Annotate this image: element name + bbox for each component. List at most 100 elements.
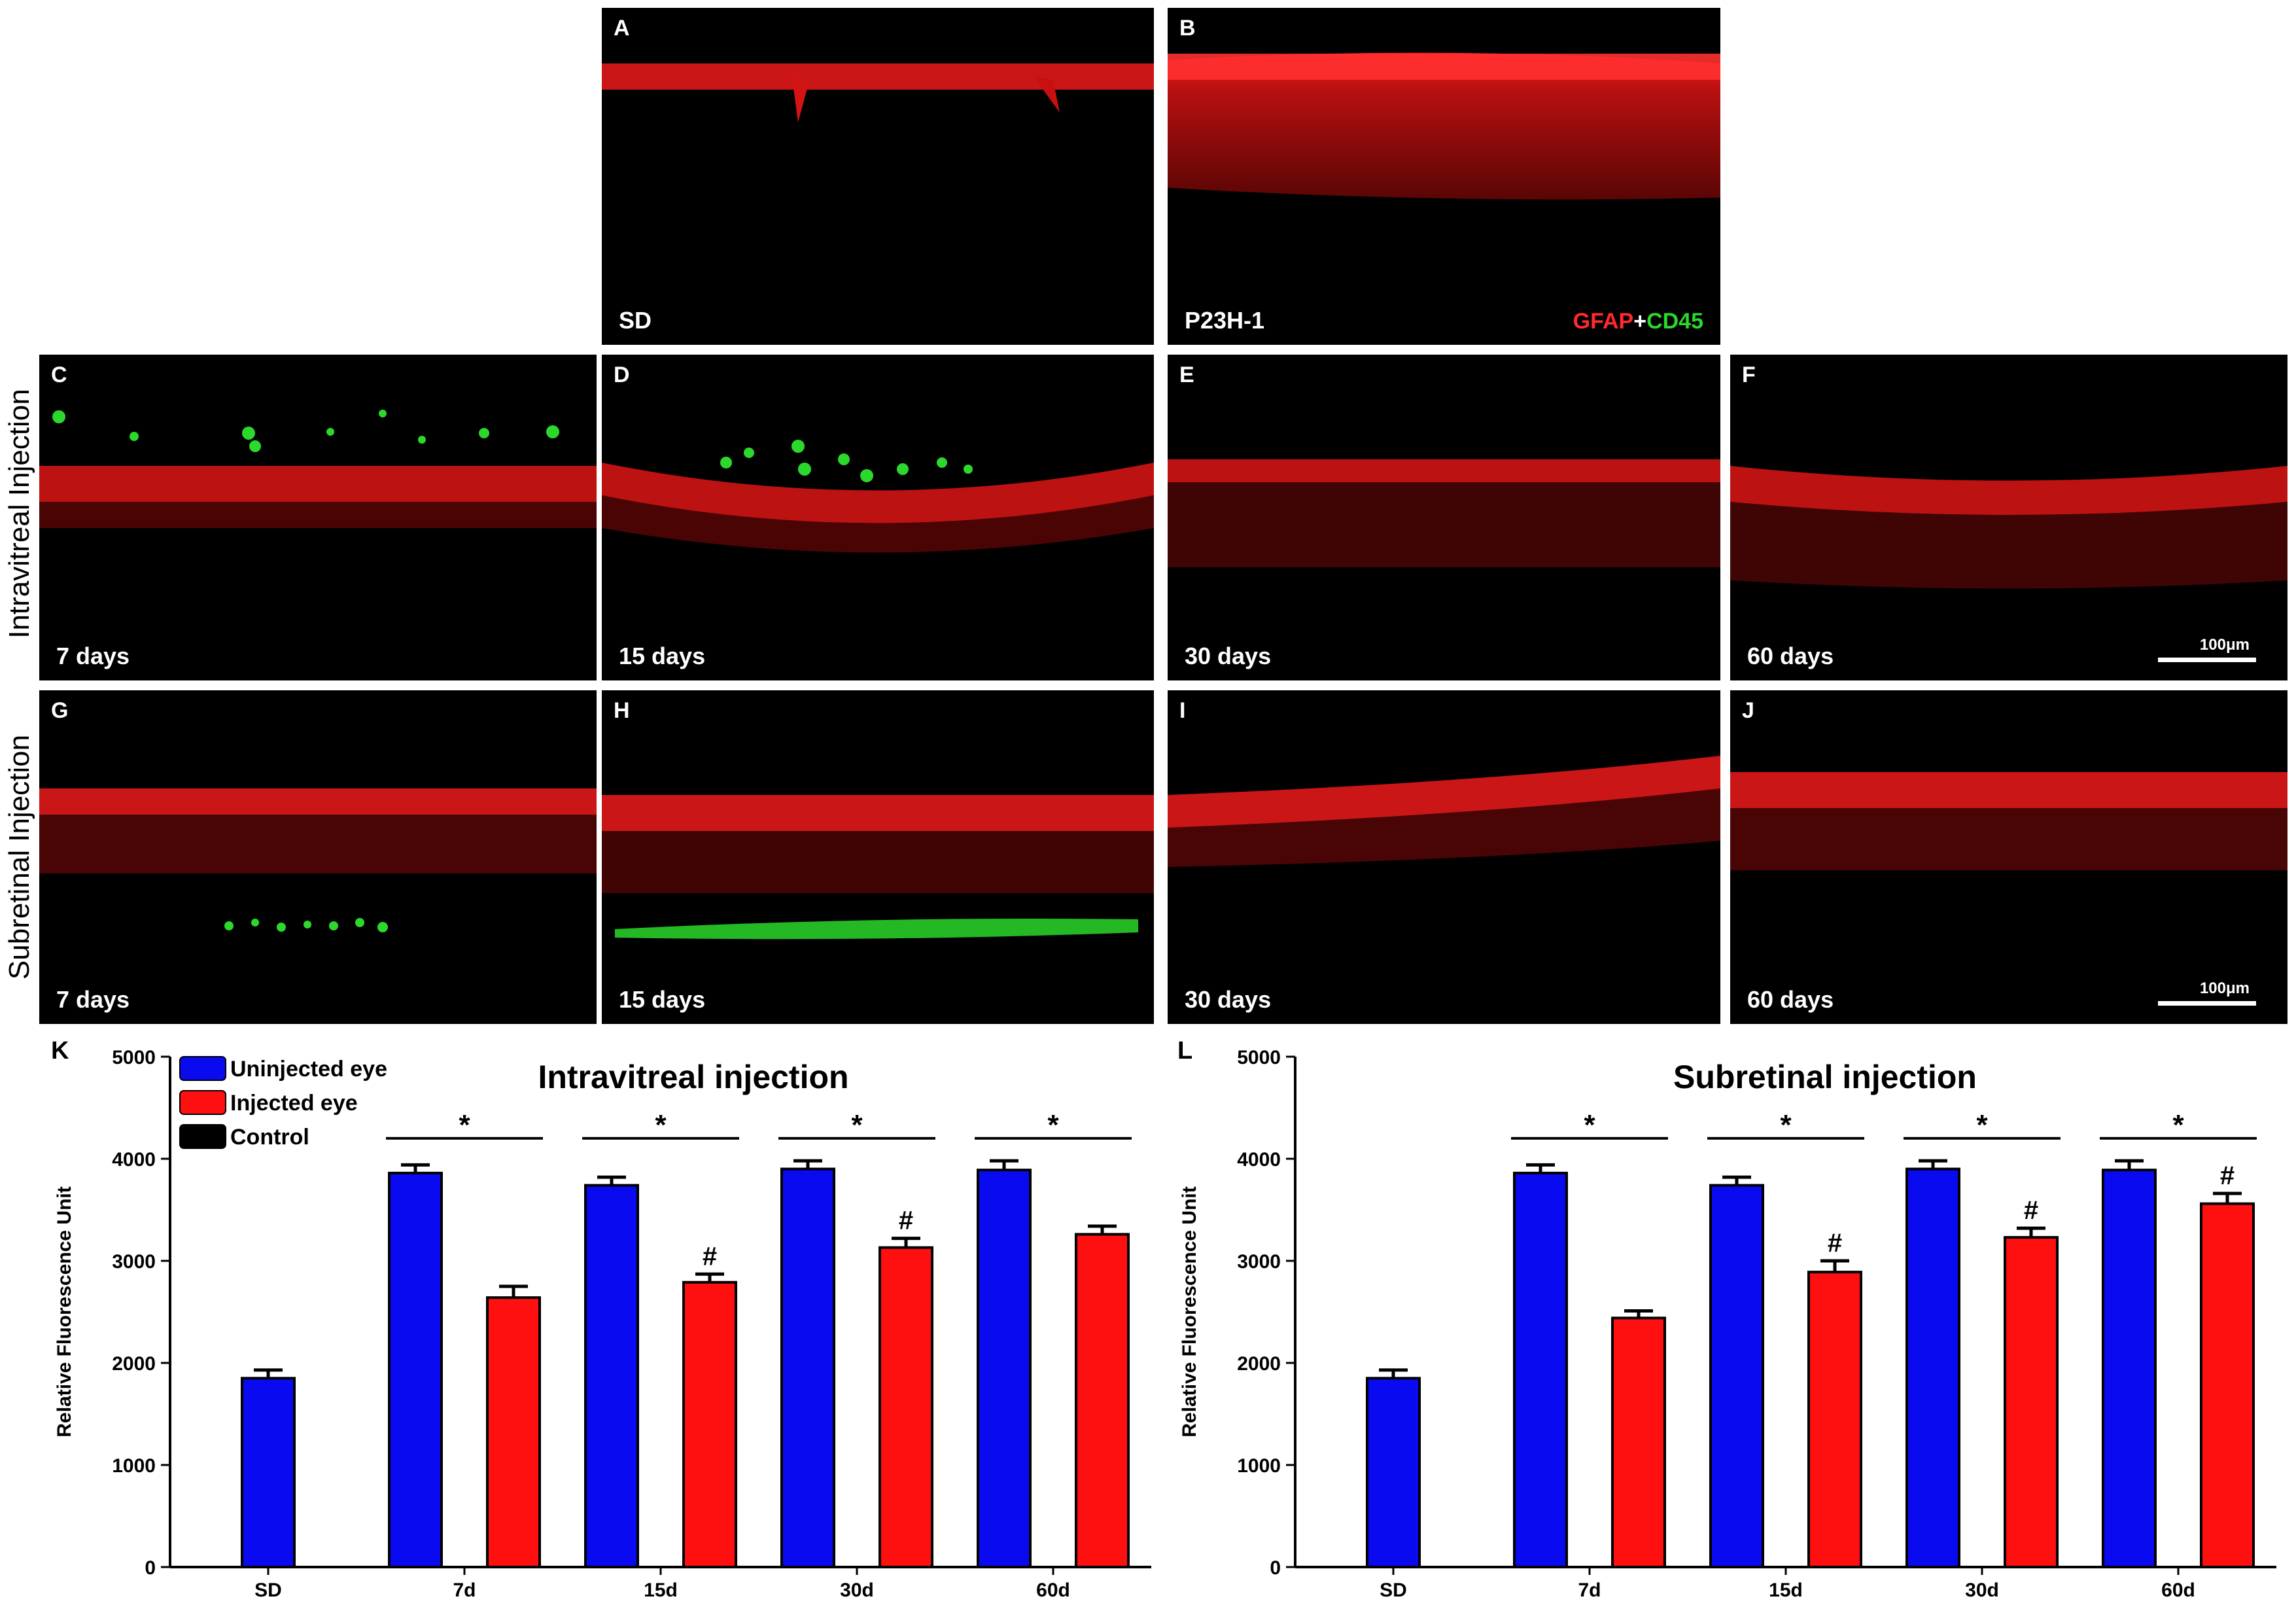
y-tick-label: 1000	[1237, 1455, 1281, 1477]
panel-caption: 7 days	[56, 986, 130, 1013]
bar-injected	[1807, 1271, 1862, 1568]
bar-uninjected	[1366, 1377, 1421, 1569]
y-tick-label: 1000	[112, 1455, 156, 1477]
y-axis-title: Relative Fluorescence Unit	[1179, 1186, 1200, 1437]
micrograph-a	[602, 63, 1154, 122]
x-tick-label: 30d	[1965, 1579, 1999, 1600]
significance-star: *	[2172, 1109, 2184, 1141]
micrograph-i	[1168, 756, 1720, 867]
panel-caption: P23H-1	[1185, 307, 1265, 334]
panel-f: F 60 days 100μm	[1730, 355, 2287, 680]
chart-subretinal: 0 1000 2000 3000 4000 5000 Relative Fluorescen…	[1179, 1047, 2276, 1600]
hash-mark: #	[2220, 1161, 2235, 1190]
hash-mark: #	[899, 1207, 913, 1235]
panel-caption: 60 days	[1747, 643, 1834, 669]
micrograph-b	[1168, 52, 1720, 200]
bar-injected	[2004, 1236, 2059, 1568]
panel-letter: J	[1742, 698, 1754, 723]
y-tick-label: 2000	[1237, 1353, 1281, 1375]
x-tick-label: 60d	[1036, 1579, 1070, 1600]
bar-uninjected	[1513, 1171, 1568, 1568]
y-tick-label: 0	[145, 1557, 156, 1579]
panel-letter: D	[614, 362, 630, 387]
y-tick-label: 3000	[1237, 1251, 1281, 1273]
x-tick-label: 15d	[1769, 1579, 1803, 1600]
bar-uninjected	[2102, 1169, 2157, 1569]
row-label-intravitreal: Intravitreal Injection	[3, 389, 35, 639]
panel-b: B P23H-1 GFAP+CD45	[1168, 8, 1720, 345]
panel-caption: 60 days	[1747, 986, 1834, 1013]
bar-injected	[1611, 1316, 1666, 1568]
x-tick-label: 30d	[840, 1579, 874, 1600]
micrograph-j	[1730, 772, 2287, 870]
panel-j: J 60 days 100μm	[1730, 690, 2287, 1024]
x-tick-label: 7d	[1578, 1579, 1601, 1600]
significance-star: *	[655, 1109, 667, 1141]
panel-h: H 15 days	[602, 690, 1154, 1024]
scale-bar	[2158, 658, 2256, 662]
panel-letter: H	[614, 698, 630, 723]
bar-uninjected	[977, 1169, 1032, 1569]
x-tick-label: SD	[1380, 1579, 1407, 1600]
panel-c: C 7 days	[39, 355, 597, 680]
bar-injected	[1075, 1233, 1130, 1568]
x-tick-label: SD	[254, 1579, 282, 1600]
hash-mark: #	[1828, 1229, 1842, 1258]
panel-letter: C	[51, 362, 67, 387]
chart-letter-l: L	[1177, 1037, 1193, 1065]
chart-intravitreal: 0 1000 2000 3000 4000 5000 Relative Fluorescen…	[54, 1047, 1151, 1600]
plus-sign: +	[1633, 309, 1647, 334]
panel-letter: I	[1179, 698, 1186, 723]
y-axis-title: Relative Fluorescence Unit	[54, 1186, 75, 1437]
scale-bar-label: 100μm	[2199, 636, 2250, 654]
hash-mark: #	[2024, 1196, 2038, 1225]
significance-star: *	[1976, 1109, 1988, 1141]
significance-star: *	[851, 1109, 863, 1141]
panel-i: I 30 days	[1168, 690, 1720, 1024]
row-label-subretinal: Subretinal Injection	[3, 734, 35, 980]
legend-label: Uninjected eye	[230, 1057, 387, 1082]
bar-injected	[2200, 1202, 2255, 1568]
x-tick-label: 60d	[2161, 1579, 2195, 1600]
micrograph-e	[1168, 459, 1720, 567]
bar-injected	[682, 1280, 737, 1568]
micrograph-c	[39, 410, 597, 528]
micrograph-d	[602, 440, 1154, 553]
panel-e: E 30 days	[1168, 355, 1720, 680]
legend-swatch	[179, 1056, 226, 1081]
significance-star: *	[1780, 1109, 1792, 1141]
legend-swatch	[179, 1090, 226, 1115]
panel-letter: A	[614, 16, 630, 41]
panel-caption: 30 days	[1185, 643, 1272, 669]
legend-swatch	[179, 1124, 226, 1149]
panel-caption: 7 days	[56, 643, 130, 669]
chart-title: Intravitreal injection	[538, 1059, 848, 1095]
micrograph-h	[602, 795, 1154, 940]
gfap-label: GFAP	[1573, 309, 1634, 334]
y-tick-label: 2000	[112, 1353, 156, 1375]
scale-bar	[2158, 1001, 2256, 1006]
legend-label: Control	[230, 1125, 309, 1150]
panel-caption: SD	[619, 307, 652, 334]
panel-letter: G	[51, 698, 69, 723]
significance-star: *	[459, 1109, 470, 1141]
bar-uninjected	[241, 1377, 296, 1569]
panel-letter: F	[1742, 362, 1756, 387]
x-tick-label: 7d	[453, 1579, 476, 1600]
y-tick-label: 5000	[112, 1047, 156, 1068]
hash-mark: #	[703, 1242, 717, 1271]
cd45-label: CD45	[1646, 309, 1703, 334]
bar-uninjected	[584, 1184, 639, 1568]
y-tick-label: 3000	[112, 1251, 156, 1273]
bar-uninjected	[1709, 1184, 1764, 1568]
x-tick-label: 15d	[644, 1579, 678, 1600]
y-tick-label: 4000	[1237, 1149, 1281, 1171]
panel-caption: 15 days	[619, 643, 706, 669]
chart-title: Subretinal injection	[1673, 1059, 1977, 1095]
bar-uninjected	[388, 1171, 443, 1568]
bar-injected	[486, 1296, 541, 1568]
panel-letter: B	[1179, 16, 1196, 41]
panel-caption: 30 days	[1185, 986, 1272, 1013]
panel-caption: 15 days	[619, 986, 706, 1013]
micrograph-f	[1730, 466, 2287, 589]
